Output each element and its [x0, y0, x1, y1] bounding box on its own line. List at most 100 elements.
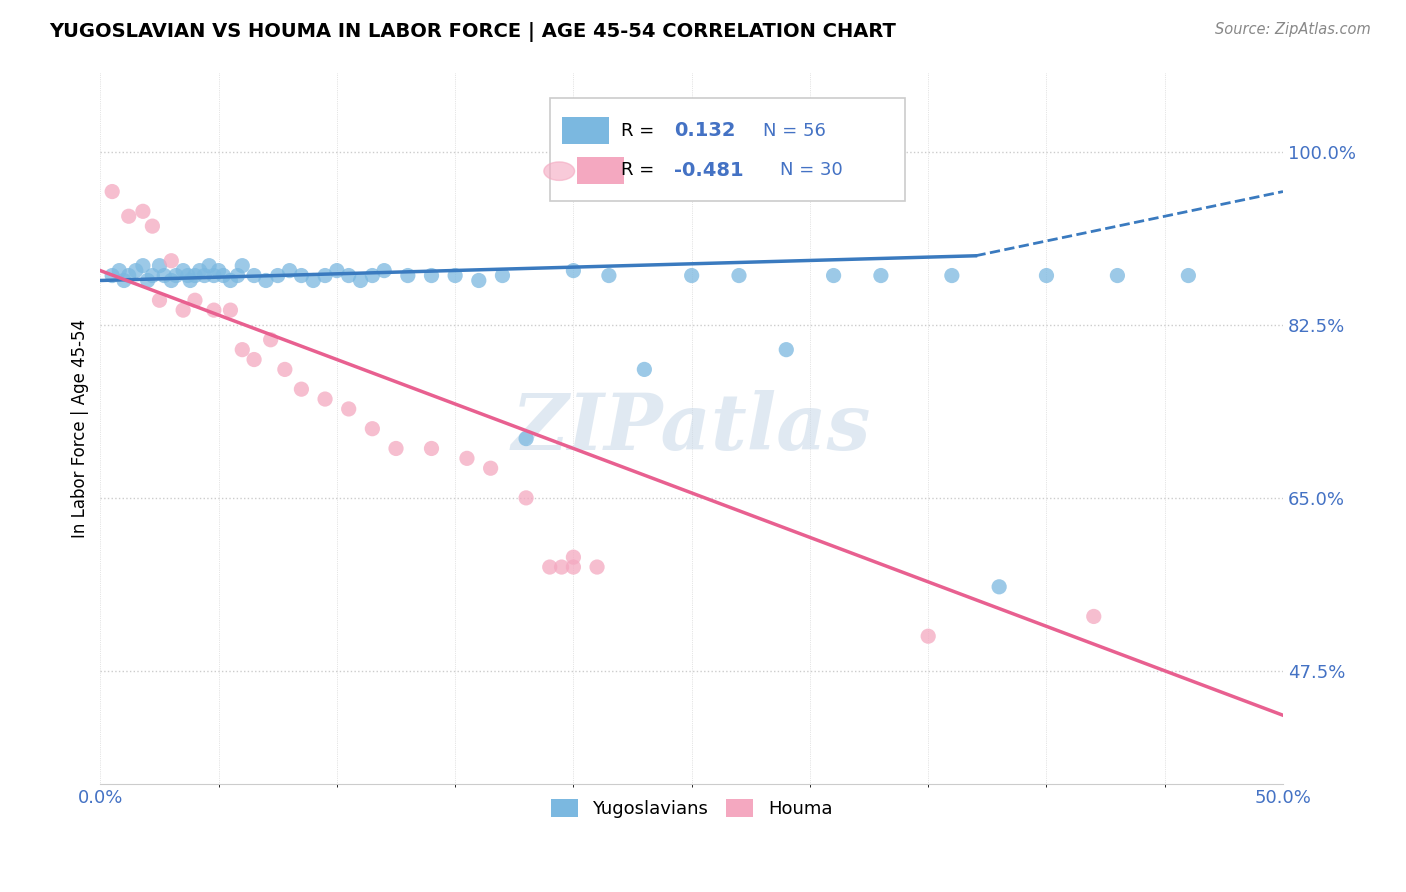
Point — [177, 268, 200, 283]
Point — [775, 343, 797, 357]
Point — [198, 259, 221, 273]
Point — [184, 268, 207, 283]
Point — [456, 451, 478, 466]
Point — [108, 263, 131, 277]
Point — [290, 268, 312, 283]
Point — [118, 209, 141, 223]
Point — [385, 442, 408, 456]
Point — [125, 263, 148, 277]
Point — [491, 268, 513, 283]
Circle shape — [544, 162, 575, 180]
Point — [219, 303, 242, 318]
Point — [243, 268, 266, 283]
Point — [420, 268, 443, 283]
Point — [562, 550, 585, 565]
Point — [550, 560, 572, 574]
Point — [870, 268, 893, 283]
Point — [337, 268, 360, 283]
Point — [361, 268, 384, 283]
FancyBboxPatch shape — [550, 98, 904, 201]
Point — [278, 263, 301, 277]
Point — [1177, 268, 1199, 283]
Point — [988, 580, 1011, 594]
Point — [179, 273, 201, 287]
Point — [101, 185, 124, 199]
Point — [598, 268, 620, 283]
Text: YUGOSLAVIAN VS HOUMA IN LABOR FORCE | AGE 45-54 CORRELATION CHART: YUGOSLAVIAN VS HOUMA IN LABOR FORCE | AG… — [49, 22, 896, 42]
Point — [941, 268, 963, 283]
Point — [160, 253, 183, 268]
Point — [231, 259, 253, 273]
Point — [160, 273, 183, 287]
Point — [212, 268, 235, 283]
Point — [254, 273, 277, 287]
Text: 0.132: 0.132 — [673, 121, 735, 140]
Point — [172, 263, 194, 277]
Point — [184, 293, 207, 308]
Point — [202, 303, 225, 318]
Text: ZIPatlas: ZIPatlas — [512, 391, 872, 467]
Point — [141, 219, 163, 234]
Point — [538, 560, 561, 574]
Point — [444, 268, 467, 283]
Point — [314, 392, 336, 406]
Point — [141, 268, 163, 283]
Point — [259, 333, 281, 347]
Point — [112, 273, 135, 287]
Point — [188, 263, 211, 277]
Point — [243, 352, 266, 367]
Point — [132, 259, 155, 273]
Point — [101, 268, 124, 283]
Y-axis label: In Labor Force | Age 45-54: In Labor Force | Age 45-54 — [72, 319, 89, 538]
Text: N = 56: N = 56 — [762, 121, 825, 140]
Point — [562, 263, 585, 277]
Text: R =: R = — [620, 121, 654, 140]
Point — [515, 432, 537, 446]
Legend: Yugoslavians, Houma: Yugoslavians, Houma — [544, 791, 839, 825]
Point — [823, 268, 845, 283]
Point — [314, 268, 336, 283]
Point — [373, 263, 395, 277]
Point — [202, 268, 225, 283]
Point — [219, 273, 242, 287]
Point — [349, 273, 371, 287]
Point — [479, 461, 502, 475]
Point — [290, 382, 312, 396]
Point — [633, 362, 655, 376]
Point — [207, 263, 229, 277]
Point — [1107, 268, 1129, 283]
Point — [226, 268, 249, 283]
FancyBboxPatch shape — [561, 117, 609, 145]
Point — [728, 268, 751, 283]
Point — [326, 263, 349, 277]
Point — [148, 293, 170, 308]
Point — [468, 273, 491, 287]
Point — [118, 268, 141, 283]
Point — [267, 268, 290, 283]
Point — [1083, 609, 1105, 624]
Text: -0.481: -0.481 — [673, 161, 744, 180]
Point — [1035, 268, 1057, 283]
Point — [165, 268, 187, 283]
Point — [396, 268, 419, 283]
Text: R =: R = — [620, 161, 654, 179]
Text: Source: ZipAtlas.com: Source: ZipAtlas.com — [1215, 22, 1371, 37]
Point — [681, 268, 703, 283]
Point — [148, 259, 170, 273]
Point — [274, 362, 297, 376]
Point — [136, 273, 159, 287]
Point — [917, 629, 939, 643]
Point — [193, 268, 215, 283]
Point — [153, 268, 176, 283]
Point — [231, 343, 253, 357]
Point — [172, 303, 194, 318]
Point — [337, 401, 360, 416]
Point — [420, 442, 443, 456]
Point — [586, 560, 609, 574]
Text: N = 30: N = 30 — [780, 161, 844, 179]
Point — [562, 560, 585, 574]
Point — [302, 273, 325, 287]
Point — [515, 491, 537, 505]
FancyBboxPatch shape — [576, 157, 624, 184]
Point — [132, 204, 155, 219]
